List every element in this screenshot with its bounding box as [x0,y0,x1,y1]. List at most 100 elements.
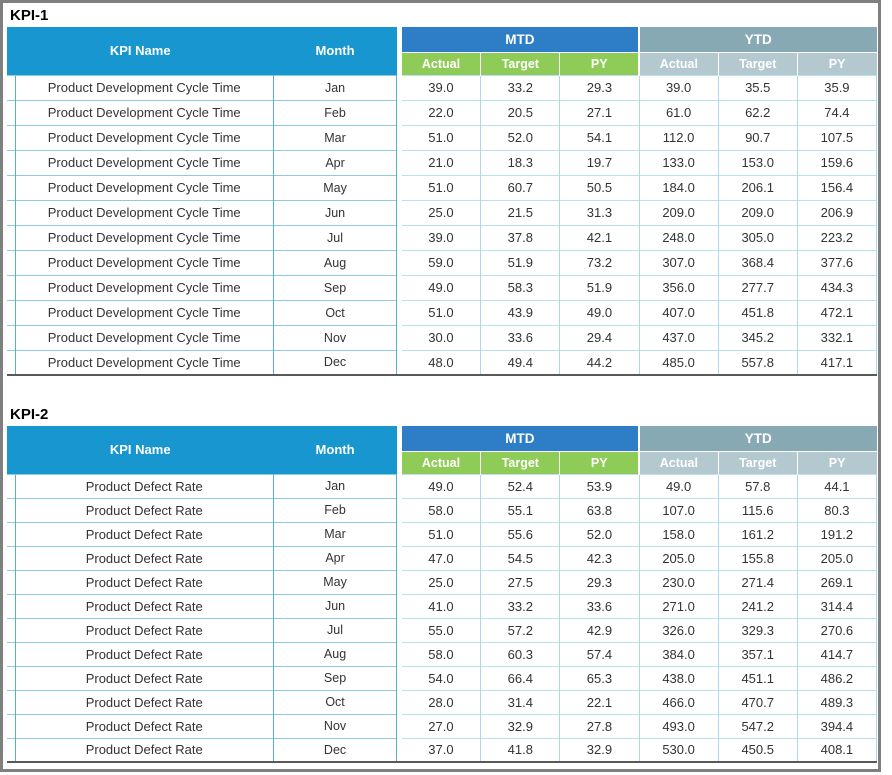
mtd-target-cell: 52.0 [480,124,560,150]
spacer-cell [396,714,402,738]
table-row: Product Development Cycle Time Sep 49.0 … [7,274,878,300]
ytd-target-cell: 35.5 [717,74,798,100]
month-cell: Mar [273,124,398,150]
ytd-target-cell: 161.2 [717,521,798,546]
kpi-name-cell: Product Defect Rate [14,521,274,546]
month-cell: Jan [273,74,398,100]
table-row: Product Development Cycle Time Mar 51.0 … [7,124,878,150]
mtd-py-cell: 31.3 [559,199,640,225]
table-row: Product Development Cycle Time Oct 51.0 … [7,299,878,325]
mtd-target-cell: 57.2 [480,617,560,642]
kpi-name-cell: Product Defect Rate [14,689,274,714]
month-cell: Oct [273,299,398,325]
spacer-cell [396,300,402,325]
month-cell: May [273,569,398,594]
ytd-py-cell: 44.1 [796,473,878,498]
mtd-py-cell: 73.2 [559,249,640,275]
ytd-py-cell: 489.3 [796,689,878,714]
ytd-actual-cell: 39.0 [638,74,719,100]
kpi1-header-month: Month [273,27,397,75]
spacer-cell [396,570,402,594]
mtd-py-cell: 42.1 [559,224,640,250]
mtd-actual-cell: 41.0 [401,593,481,618]
spacer-cell [396,350,402,376]
spacer-cell [396,618,402,642]
ytd-actual-cell: 248.0 [638,224,719,250]
row-margin-cell [7,124,15,150]
kpi1-title: KPI-1 [10,7,49,24]
ytd-actual-cell: 437.0 [638,324,719,350]
ytd-py-cell: 205.0 [796,545,878,570]
month-cell: Nov [273,713,398,738]
mtd-target-cell: 51.9 [480,249,560,275]
ytd-actual-cell: 356.0 [638,274,719,300]
mtd-target-cell: 60.3 [480,641,560,666]
table-row: Product Defect Rate Feb 58.0 55.1 63.8 1… [7,497,878,522]
table-gap [3,376,878,402]
table-row: Product Development Cycle Time May 51.0 … [7,174,878,200]
kpi2-header-mtd-py: PY [559,450,640,474]
mtd-py-cell: 44.2 [559,349,640,376]
mtd-target-cell: 66.4 [480,665,560,690]
kpi1-header-ytd-target: Target [717,51,798,75]
mtd-py-cell: 49.0 [559,299,640,325]
kpi-name-cell: Product Defect Rate [14,665,274,690]
mtd-actual-cell: 49.0 [401,274,481,300]
mtd-py-cell: 29.3 [559,74,640,100]
month-cell: Apr [273,149,398,175]
ytd-actual-cell: 407.0 [638,299,719,325]
kpi-name-cell: Product Development Cycle Time [14,274,274,300]
kpi2-header-ytd: YTD [638,426,877,451]
mtd-target-cell: 33.2 [480,593,560,618]
mtd-py-cell: 52.0 [559,521,640,546]
mtd-actual-cell: 30.0 [401,324,481,350]
table-row: Product Defect Rate Jun 41.0 33.2 33.6 2… [7,593,878,618]
table-row: Product Defect Rate Dec 37.0 41.8 32.9 5… [7,737,878,763]
ytd-actual-cell: 107.0 [638,497,719,522]
kpi-name-cell: Product Development Cycle Time [14,224,274,250]
ytd-py-cell: 206.9 [796,199,878,225]
ytd-target-cell: 305.0 [717,224,798,250]
spacer-cell [396,498,402,522]
mtd-py-cell: 29.3 [559,569,640,594]
mtd-target-cell: 27.5 [480,569,560,594]
ytd-target-cell: 62.2 [717,99,798,125]
spacer-cell [396,275,402,300]
mtd-actual-cell: 39.0 [401,74,481,100]
spacer-cell [396,546,402,570]
ytd-actual-cell: 112.0 [638,124,719,150]
table-row: Product Defect Rate Oct 28.0 31.4 22.1 4… [7,689,878,714]
kpi2-header-spacer [396,426,402,474]
kpi-name-cell: Product Defect Rate [14,593,274,618]
row-margin-cell [7,689,15,714]
kpi-name-cell: Product Defect Rate [14,713,274,738]
spacer-cell [396,594,402,618]
ytd-target-cell: 368.4 [717,249,798,275]
ytd-target-cell: 241.2 [717,593,798,618]
row-margin-cell [7,274,15,300]
month-cell: Jan [273,473,398,498]
ytd-target-cell: 557.8 [717,349,798,376]
mtd-target-cell: 21.5 [480,199,560,225]
mtd-py-cell: 29.4 [559,324,640,350]
mtd-actual-cell: 25.0 [401,569,481,594]
kpi2-header-mtd-target: Target [480,450,560,474]
ytd-actual-cell: 230.0 [638,569,719,594]
spacer-cell [396,474,402,498]
spacer-cell [396,250,402,275]
ytd-py-cell: 434.3 [796,274,878,300]
month-cell: Dec [273,349,398,376]
month-cell: Feb [273,497,398,522]
mtd-target-cell: 43.9 [480,299,560,325]
month-cell: Feb [273,99,398,125]
mtd-actual-cell: 27.0 [401,713,481,738]
mtd-target-cell: 33.6 [480,324,560,350]
ytd-py-cell: 394.4 [796,713,878,738]
row-margin-cell [7,174,15,200]
kpi-name-cell: Product Development Cycle Time [14,149,274,175]
ytd-target-cell: 57.8 [717,473,798,498]
ytd-target-cell: 153.0 [717,149,798,175]
spacer-cell [396,225,402,250]
ytd-py-cell: 191.2 [796,521,878,546]
ytd-target-cell: 470.7 [717,689,798,714]
